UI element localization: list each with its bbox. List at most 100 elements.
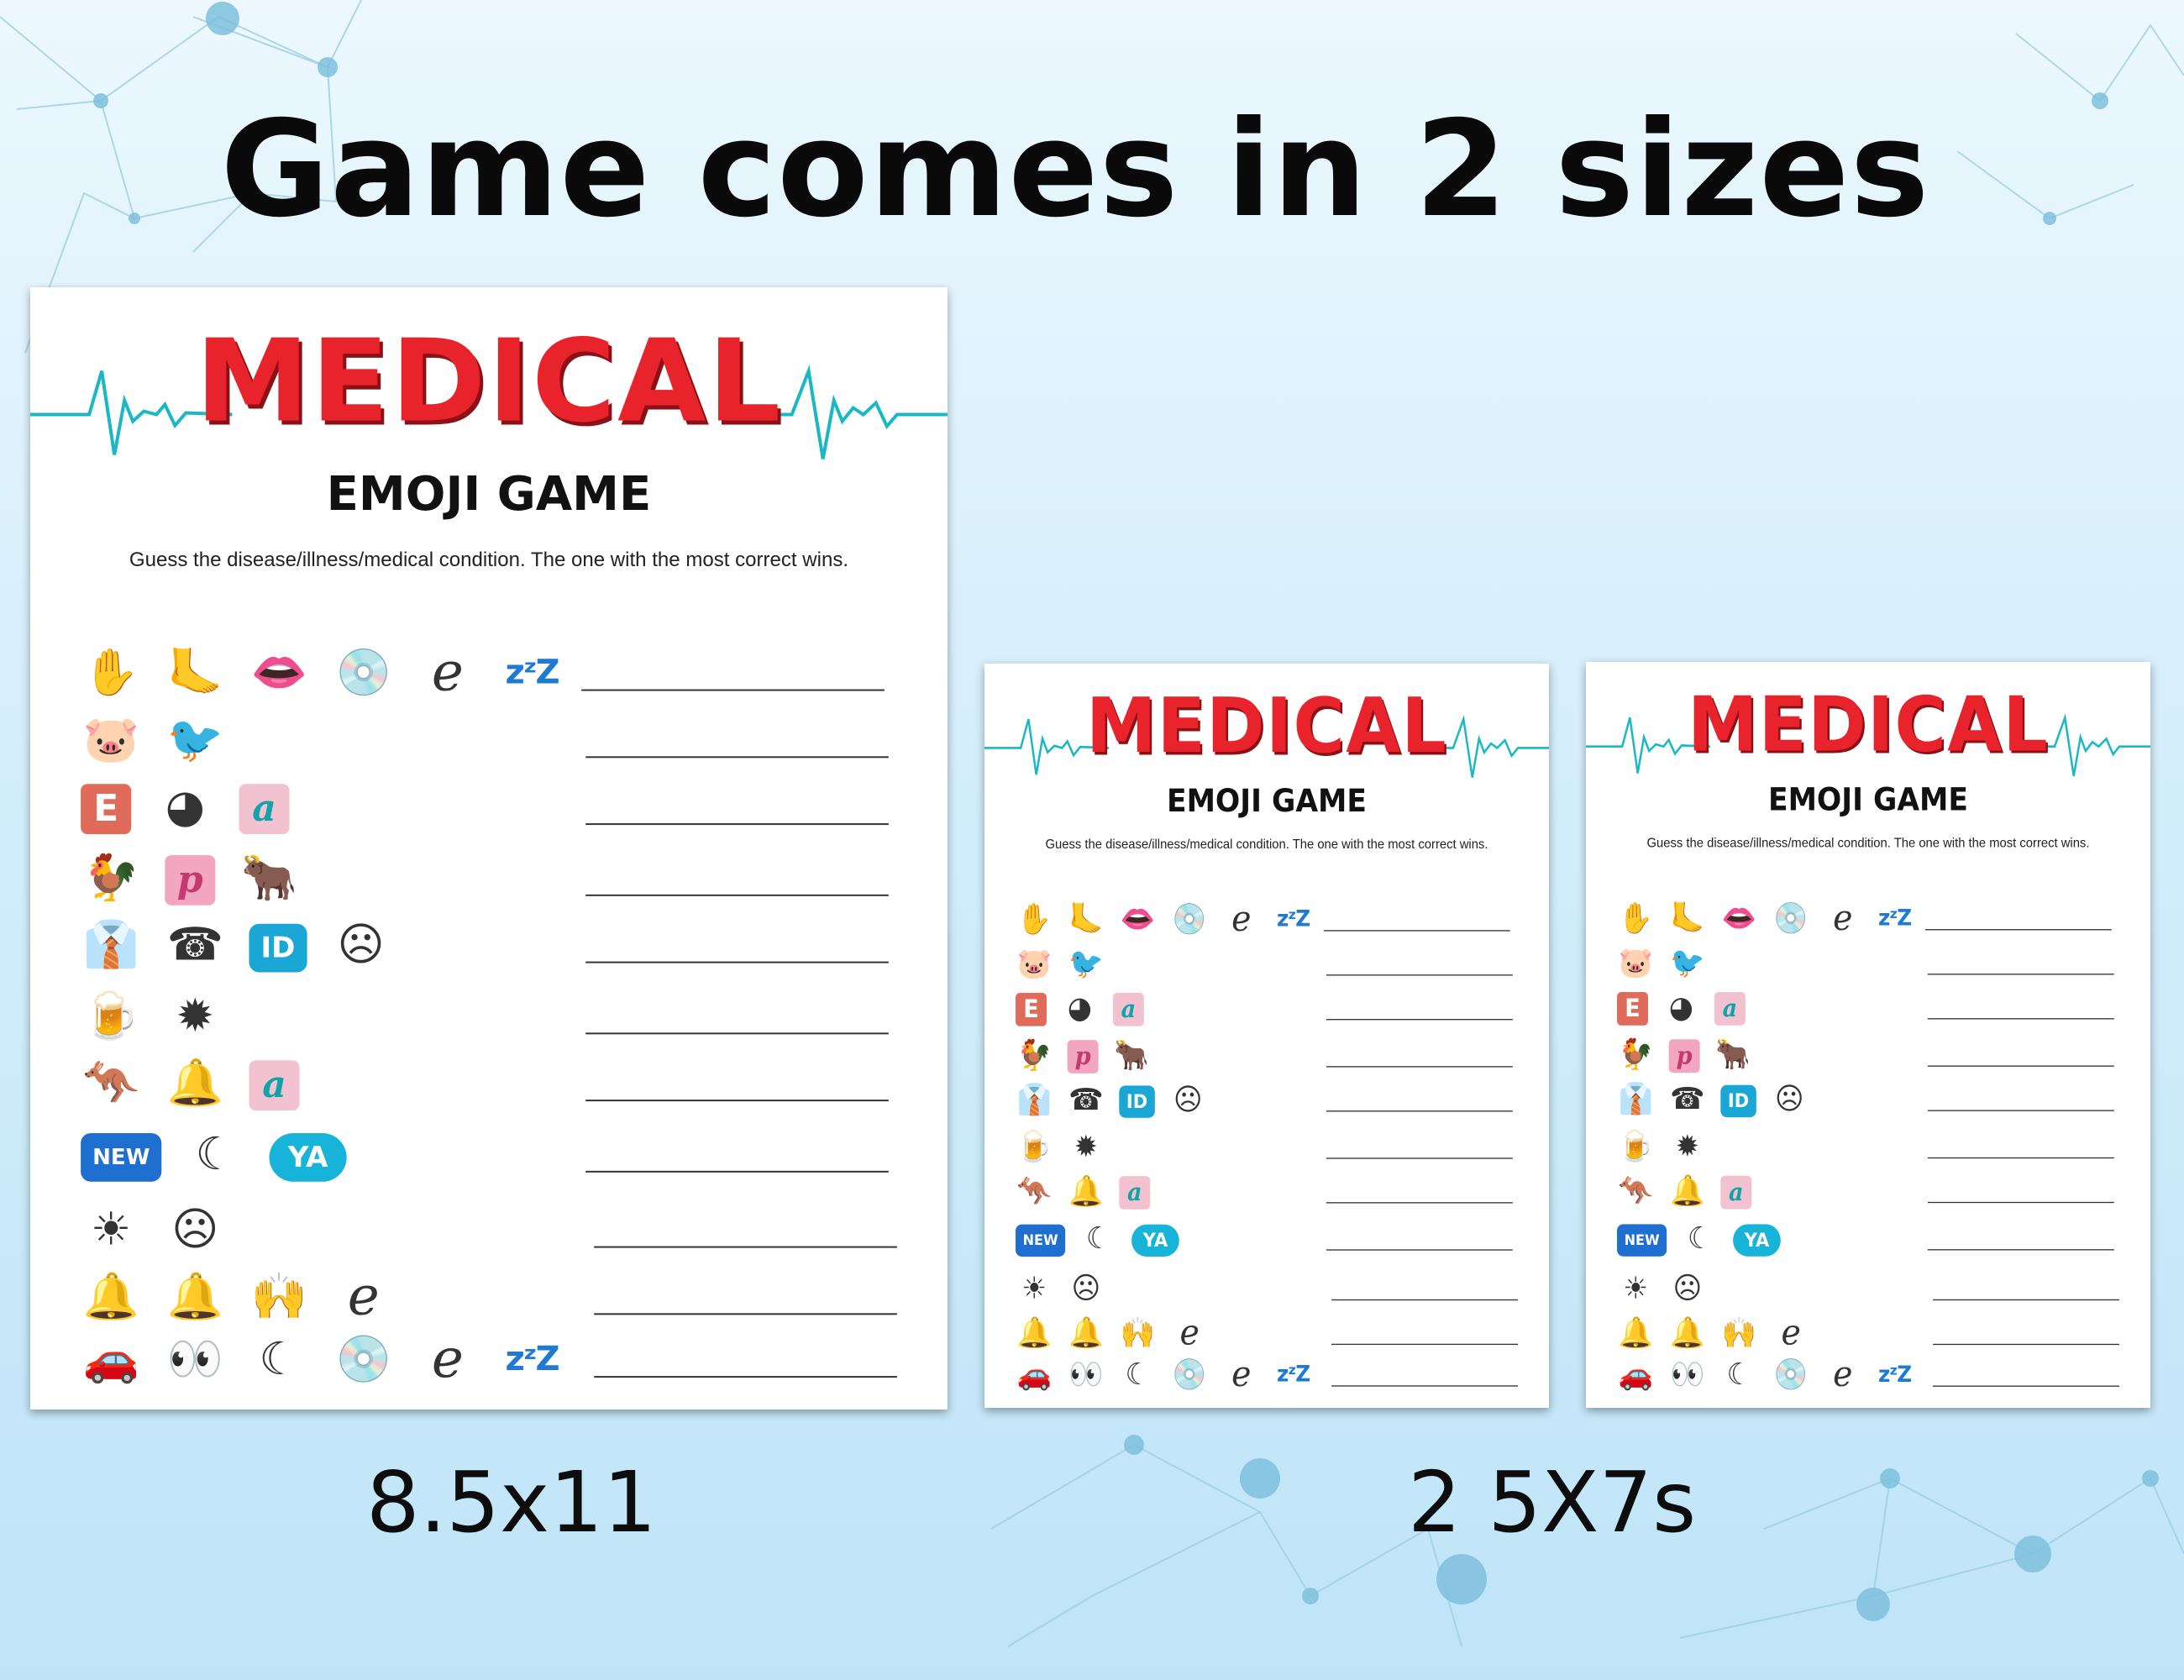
answer-line[interactable]: [1927, 1018, 2114, 1020]
zzz-icon: zᶻZ: [1878, 1362, 1912, 1388]
answer-line[interactable]: [1933, 1343, 2119, 1346]
sick-face-icon: ☹: [1173, 1081, 1203, 1117]
puzzle-row-icons: 🦘 🔔 a: [81, 1049, 323, 1116]
medical-title: MEDICAL: [1687, 680, 2049, 769]
puzzle-row-icons: 🐓 p 🐂: [81, 844, 323, 911]
kangaroo-icon: 🦘: [1016, 1173, 1052, 1209]
puzzle-row: E ◕ a: [1015, 985, 1534, 1030]
puzzle-row: 🍺 ✹: [1016, 1125, 1534, 1169]
sun-icon: ☀: [1623, 1270, 1649, 1306]
answer-line[interactable]: [1326, 974, 1513, 976]
puzzle-row-icons: ✋ 🦶 👄 💿 e zᶻZ: [81, 639, 585, 706]
answer-line[interactable]: [594, 1313, 897, 1315]
e-icon: e: [1179, 1312, 1200, 1353]
puzzle-row: 🐓 p 🐂: [1016, 1033, 1534, 1078]
medical-title: MEDICAL: [195, 315, 783, 449]
e-icon: e: [1833, 1353, 1853, 1395]
sick-face-icon: ☹: [1071, 1270, 1101, 1306]
answer-line[interactable]: [1323, 930, 1510, 932]
answer-line[interactable]: [1933, 1299, 2119, 1301]
answer-line[interactable]: [1326, 1019, 1513, 1021]
puzzle-row-icons: 🦘 🔔 a: [1617, 1168, 1767, 1213]
answer-line[interactable]: [1326, 1066, 1513, 1068]
puzzle-row-icons: 🚗 👀 ☾ 💿 e zᶻZ: [1016, 1352, 1326, 1397]
zzz-icon: zᶻZ: [1277, 1361, 1310, 1388]
telephone-icon: ☎: [166, 917, 224, 971]
answer-line[interactable]: [1331, 1343, 1518, 1346]
e-icon: e: [1833, 897, 1853, 939]
bird-icon: 🐦: [166, 712, 224, 766]
puzzle-row-icons: 🐷 🐦: [1617, 940, 1720, 984]
answer-line[interactable]: [594, 1376, 897, 1378]
puzzle-row: 🐷 🐦: [1016, 942, 1534, 986]
rooster-icon: 🐓: [1016, 1037, 1052, 1073]
answer-line[interactable]: [585, 961, 889, 963]
instructions-text: Guess the disease/illness/medical condit…: [1646, 835, 2090, 851]
puzzle-row: NEW ☾ YA: [1616, 1215, 2135, 1260]
a-tile-icon: a: [239, 784, 290, 835]
a-tile-icon: a: [1714, 991, 1746, 1026]
answer-line[interactable]: [594, 1246, 897, 1248]
puzzle-row-icons: 🐓 p 🐂: [1617, 1032, 1767, 1077]
id-badge-icon: ID: [1119, 1085, 1155, 1118]
answer-line[interactable]: [585, 823, 889, 826]
new-badge-icon: NEW: [1015, 1224, 1066, 1257]
puzzle-row: 🦘 🔔 a: [1016, 1169, 1534, 1214]
disc-icon: 💿: [1773, 1357, 1809, 1392]
crescent-moon-icon: ☾: [1726, 1357, 1752, 1392]
puzzle-row: 🚗 👀 ☾ 💿 e zᶻZ: [1016, 1352, 1534, 1397]
a-tile-icon: a: [1720, 1175, 1752, 1210]
pig-icon: 🐷: [1016, 945, 1052, 981]
foot-icon: 🦶: [1068, 900, 1104, 937]
answer-line[interactable]: [1933, 1385, 2119, 1387]
puzzle-row-icons: ✋ 🦶 👄 💿 e zᶻZ: [1617, 895, 1928, 940]
answer-line[interactable]: [1927, 1249, 2114, 1251]
answer-line[interactable]: [585, 1170, 889, 1173]
answer-line[interactable]: [585, 1100, 889, 1102]
a-tile-icon: a: [1112, 992, 1144, 1026]
raised-hand-icon: ✋: [82, 645, 139, 699]
eyes-icon: 👀: [1068, 1356, 1104, 1392]
puzzle-row-icons: E ◕ a: [1616, 984, 1760, 1029]
answer-line[interactable]: [581, 689, 885, 691]
answer-line[interactable]: [585, 894, 889, 896]
disc-icon: 💿: [1773, 900, 1809, 936]
puzzle-row-icons: 🍺 ✹: [1617, 1124, 1720, 1168]
answer-line[interactable]: [1924, 929, 2112, 931]
sheet-content: MEDICAL EMOJI GAME Guess the disease/ill…: [1586, 662, 2150, 1408]
disc-icon: 💿: [335, 1332, 392, 1386]
virus-icon: ✹: [1675, 1128, 1699, 1164]
raised-hand-icon: ✋: [1016, 900, 1052, 937]
puzzle-row-icons: NEW ☾ YA: [81, 1121, 370, 1188]
bull-icon: 🐂: [1715, 1036, 1751, 1072]
crescent-moon-icon: ☾: [195, 1126, 236, 1180]
puzzle-row: 🍺 ✹: [81, 983, 922, 1050]
answer-line[interactable]: [585, 756, 889, 759]
crescent-moon-icon: ☾: [1085, 1220, 1111, 1256]
answer-line[interactable]: [1331, 1299, 1518, 1301]
high-five-icon: 🙌: [1721, 1315, 1757, 1351]
disc-icon: 💿: [1172, 900, 1207, 937]
answer-line[interactable]: [1326, 1110, 1513, 1112]
pig-icon: 🐷: [1618, 944, 1653, 980]
car-icon: 🚗: [1618, 1357, 1653, 1392]
foot-icon: 🦶: [1670, 900, 1705, 936]
bell-icon: 🔔: [1068, 1315, 1104, 1350]
e-tile-icon: E: [1616, 991, 1648, 1026]
answer-line[interactable]: [1326, 1249, 1513, 1251]
e-icon: e: [431, 641, 464, 704]
answer-line[interactable]: [1326, 1202, 1513, 1204]
bell-icon: 🔔: [82, 1269, 139, 1323]
bird-icon: 🐦: [1670, 944, 1705, 980]
puzzle-row: ☀ ☹: [81, 1196, 922, 1263]
a-tile-icon: a: [249, 1060, 300, 1111]
answer-line[interactable]: [1927, 1065, 2114, 1067]
answer-line[interactable]: [1927, 1201, 2114, 1204]
puzzle-row: 🦘 🔔 a: [81, 1049, 922, 1116]
puzzle-row-icons: E ◕ a: [81, 773, 312, 840]
bell-icon: 🔔: [166, 1269, 224, 1323]
instructions-text: Guess the disease/illness/medical condit…: [1045, 837, 1488, 853]
answer-line[interactable]: [585, 1032, 889, 1035]
answer-line[interactable]: [1331, 1385, 1518, 1387]
puzzle-row: 🐓 p 🐂: [81, 844, 922, 911]
